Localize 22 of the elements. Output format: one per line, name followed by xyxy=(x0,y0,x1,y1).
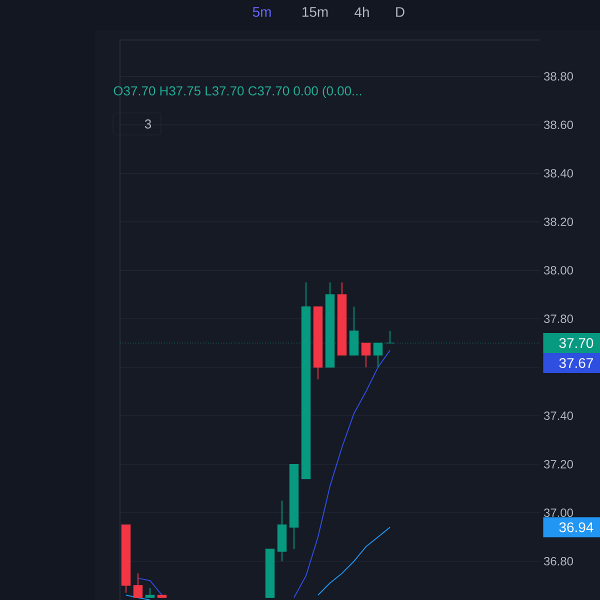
y-tick-label: 38.00 xyxy=(544,266,573,275)
text: D xyxy=(396,7,404,17)
candlestick xyxy=(133,572,143,598)
y-tick-label: 36.80 xyxy=(544,556,573,566)
candlestick xyxy=(361,342,371,368)
candlestick xyxy=(145,587,155,598)
y-tick-label: 38.40 xyxy=(544,169,573,178)
ref-line-label: 37.70 xyxy=(559,338,594,348)
y-tick-label: 37.00 xyxy=(544,508,573,517)
annotation: O37.70 H37.75 L37.70 C37.70 0.00 (0.00... xyxy=(114,86,362,98)
y-tick-label: 38.60 xyxy=(544,120,573,130)
text: 15m xyxy=(302,7,328,17)
y-tick-label: 38.20 xyxy=(544,218,573,226)
text: 4h xyxy=(354,6,369,18)
y-tick-label: 38.80 xyxy=(544,72,573,81)
text: 36.94 xyxy=(559,522,594,532)
y-tick-label: 37.20 xyxy=(544,460,573,468)
y-tick-label: 37.40 xyxy=(544,412,573,420)
y-tick-label: 37.80 xyxy=(544,314,573,324)
text: 5m xyxy=(252,7,271,17)
annotation: 3 xyxy=(144,119,152,129)
text: 37.67 xyxy=(559,358,593,368)
